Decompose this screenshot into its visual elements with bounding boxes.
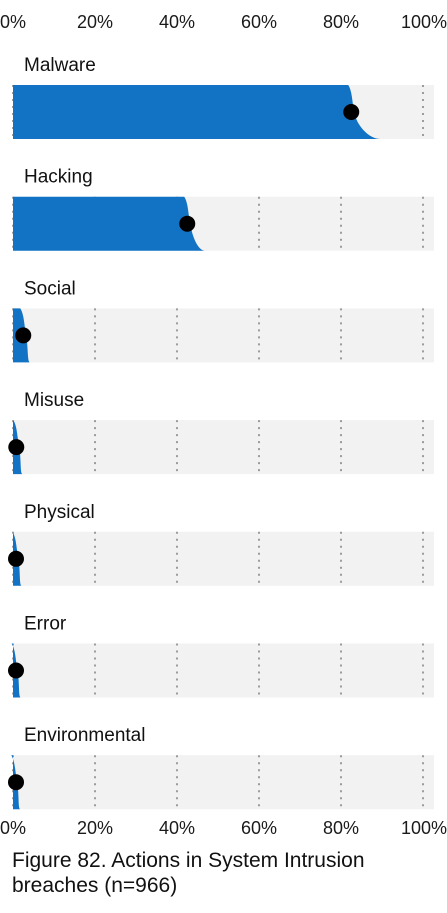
bar-track xyxy=(13,755,434,810)
top-tick-label: 60% xyxy=(241,12,277,32)
category-label: Error xyxy=(24,614,67,635)
bottom-tick-label: 100% xyxy=(401,818,447,838)
top-tick-label: 40% xyxy=(159,12,195,32)
figure-caption: Figure 82. Actions in System Intrusion b… xyxy=(12,849,365,897)
bar-track xyxy=(13,420,434,475)
bottom-tick-label: 60% xyxy=(241,818,277,838)
bottom-tick-label: 20% xyxy=(77,818,113,838)
category-label: Misuse xyxy=(24,390,84,411)
point-estimate xyxy=(8,550,24,567)
top-tick-label: 80% xyxy=(323,12,359,32)
category-label: Environmental xyxy=(24,725,145,746)
bottom-tick-label: 0% xyxy=(0,818,26,838)
chart: 0% 0% 20% 20% 40% 40% 60% 60% 80% 80% 100% 100% Malw… xyxy=(0,12,447,838)
category-label: Social xyxy=(24,278,76,299)
top-tick-label: 100% xyxy=(401,12,447,32)
bottom-tick-label: 40% xyxy=(159,818,195,838)
bar-track xyxy=(13,308,434,363)
point-estimate xyxy=(8,774,24,791)
point-estimate xyxy=(8,439,25,456)
category-label: Hacking xyxy=(24,167,93,188)
top-tick-label: 0% xyxy=(0,12,26,32)
point-estimate xyxy=(343,104,360,120)
bar-track xyxy=(13,643,434,698)
point-estimate xyxy=(179,215,196,232)
category-label: Physical xyxy=(24,502,95,523)
point-estimate xyxy=(8,662,24,679)
bar xyxy=(13,196,206,251)
bar xyxy=(13,85,381,139)
bottom-tick-label: 80% xyxy=(323,818,359,838)
top-tick-label: 20% xyxy=(77,12,113,32)
category-label: Malware xyxy=(24,55,96,76)
bar-track xyxy=(13,531,434,586)
point-estimate xyxy=(15,327,32,344)
